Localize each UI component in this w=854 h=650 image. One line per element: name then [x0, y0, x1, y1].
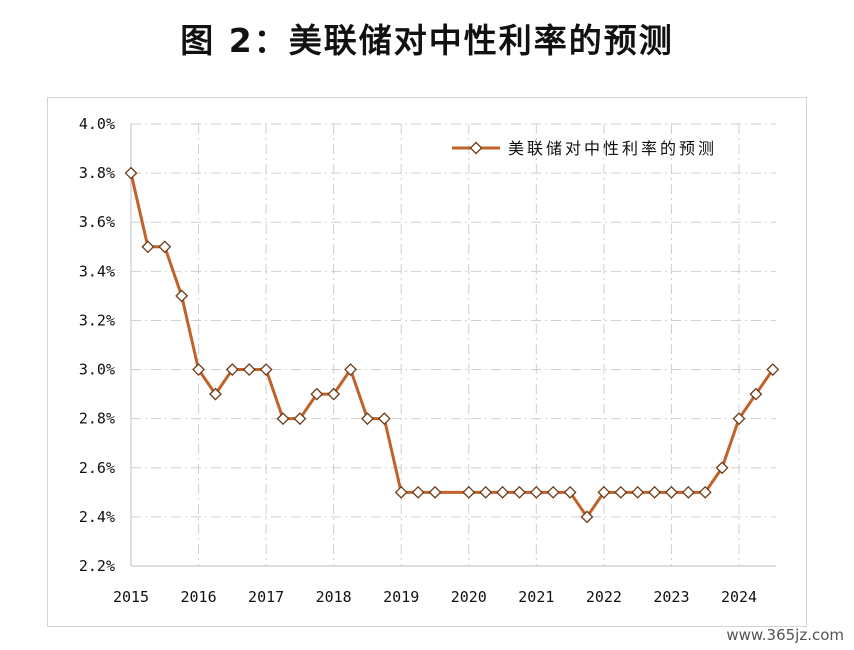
series-group [124, 166, 780, 524]
x-tick-label: 2022 [586, 588, 622, 606]
x-tick-label: 2018 [316, 588, 352, 606]
data-point [648, 485, 661, 499]
data-point [614, 485, 628, 499]
y-tick-label: 3.4% [79, 262, 115, 280]
data-point [715, 461, 729, 475]
data-point [496, 485, 509, 499]
data-point [158, 240, 172, 254]
chart-frame [47, 97, 807, 627]
data-point [479, 485, 493, 499]
x-tick-label: 2024 [721, 588, 757, 606]
data-point [192, 363, 205, 376]
data-point [377, 412, 391, 426]
legend-marker [469, 141, 483, 155]
chart-title: 图 2：美联储对中性利率的预测 [180, 21, 674, 60]
data-point [580, 510, 594, 524]
data-point [749, 387, 763, 401]
axes [130, 124, 776, 567]
data-point [259, 363, 273, 376]
y-tick-label: 2.8% [79, 410, 115, 428]
y-tick-label: 2.4% [79, 508, 115, 526]
data-point [310, 387, 324, 401]
y-tick-label: 2.2% [79, 557, 115, 575]
data-point [597, 485, 611, 499]
x-tick-label: 2020 [451, 588, 487, 606]
x-tick-label: 2019 [383, 588, 419, 606]
data-point [394, 485, 408, 499]
y-tick-label: 2.6% [79, 459, 115, 477]
data-point [732, 412, 746, 426]
y-tick-label: 3.2% [79, 311, 115, 329]
data-point [766, 363, 780, 376]
x-tick-labels: 2015 2016 2017 2018 2019 2020 2021 2022 2023 2024 [113, 588, 757, 606]
data-point [631, 485, 645, 499]
data-point [428, 485, 442, 499]
y-tick-label: 3.8% [79, 164, 115, 182]
x-tick-label: 2021 [518, 588, 554, 606]
data-point [293, 412, 307, 426]
x-tick-label: 2017 [248, 588, 284, 606]
grid-lines [131, 123, 776, 566]
data-point [681, 485, 695, 499]
y-tick-label: 3.6% [79, 213, 115, 231]
data-point [546, 485, 560, 499]
data-point [563, 485, 577, 499]
data-point [665, 485, 678, 499]
x-tick-label: 2016 [180, 588, 216, 606]
data-point [175, 289, 189, 303]
data-point [209, 387, 222, 401]
x-tick-label: 2023 [653, 588, 689, 606]
x-tick-label: 2015 [113, 588, 149, 606]
watermark: www.365jz.com [726, 626, 844, 644]
data-point [698, 485, 712, 499]
y-tick-label: 4.0% [79, 115, 115, 133]
data-point [141, 240, 155, 254]
data-point [276, 412, 290, 426]
series-line [129, 172, 775, 519]
data-point [529, 485, 543, 499]
y-tick-label: 3.0% [79, 361, 115, 379]
data-point [327, 387, 341, 401]
data-point [513, 485, 526, 499]
y-tick-labels: 2.2% 2.4% 2.6% 2.8% 3.0% 3.2% 3.4% 3.6% 3.8% 4.0% [79, 115, 115, 575]
data-point [225, 363, 239, 376]
data-point [242, 363, 256, 376]
data-point [462, 485, 476, 499]
data-point [124, 166, 138, 180]
legend-label: 美联储对中性利率的预测 [508, 139, 717, 158]
legend: 美联储对中性利率的预测 [452, 139, 717, 158]
data-point [411, 485, 425, 499]
data-point [361, 412, 374, 426]
data-point [344, 363, 357, 376]
